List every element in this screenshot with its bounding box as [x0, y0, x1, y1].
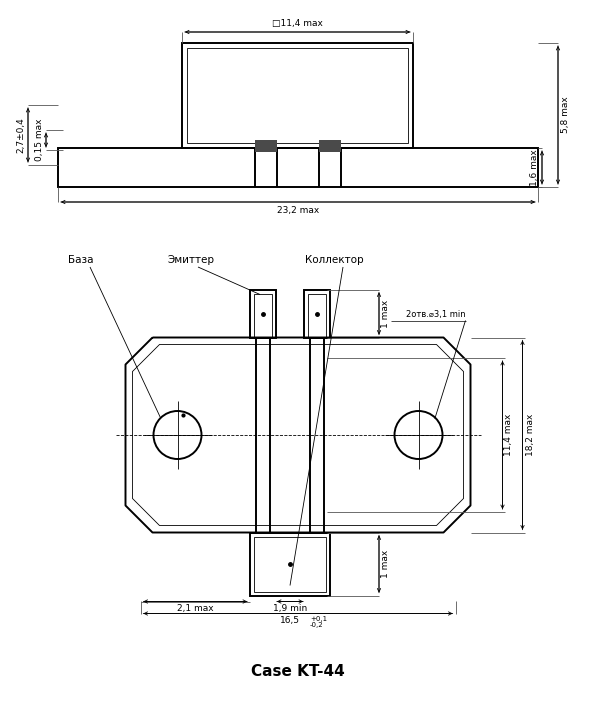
- Text: База: База: [68, 255, 94, 265]
- Bar: [318, 140, 340, 152]
- Text: □11,4 max: □11,4 max: [272, 19, 323, 28]
- Text: 1,9 min: 1,9 min: [273, 604, 307, 614]
- Text: 1,6 max: 1,6 max: [530, 149, 539, 186]
- Text: 5,8 max: 5,8 max: [561, 97, 570, 133]
- Bar: [254, 536, 326, 592]
- Text: 1 max: 1 max: [381, 550, 390, 578]
- Text: 1 max: 1 max: [381, 299, 390, 328]
- Bar: [250, 289, 276, 338]
- Bar: [250, 533, 330, 595]
- Text: 2,1 max: 2,1 max: [177, 604, 213, 614]
- Bar: [58, 148, 538, 187]
- Bar: [254, 293, 272, 338]
- Text: +0,1
-0,2: +0,1 -0,2: [310, 616, 327, 628]
- Text: 18,2 max: 18,2 max: [526, 413, 535, 456]
- Text: Коллектор: Коллектор: [305, 255, 364, 265]
- Bar: [308, 293, 326, 338]
- Text: Эмиттер: Эмиттер: [168, 255, 215, 265]
- Bar: [182, 43, 413, 148]
- Text: 11,4 max: 11,4 max: [504, 413, 514, 456]
- Bar: [304, 289, 330, 338]
- Bar: [254, 140, 277, 152]
- Text: 0,15 max: 0,15 max: [35, 119, 44, 161]
- Text: 2отв.⌀3,1 min: 2отв.⌀3,1 min: [406, 310, 465, 319]
- Text: Case KT-44: Case KT-44: [251, 665, 345, 680]
- Text: 23,2 max: 23,2 max: [277, 206, 319, 215]
- Text: 16,5: 16,5: [280, 616, 300, 625]
- Text: 2,7±0,4: 2,7±0,4: [16, 117, 25, 153]
- Bar: [187, 48, 408, 143]
